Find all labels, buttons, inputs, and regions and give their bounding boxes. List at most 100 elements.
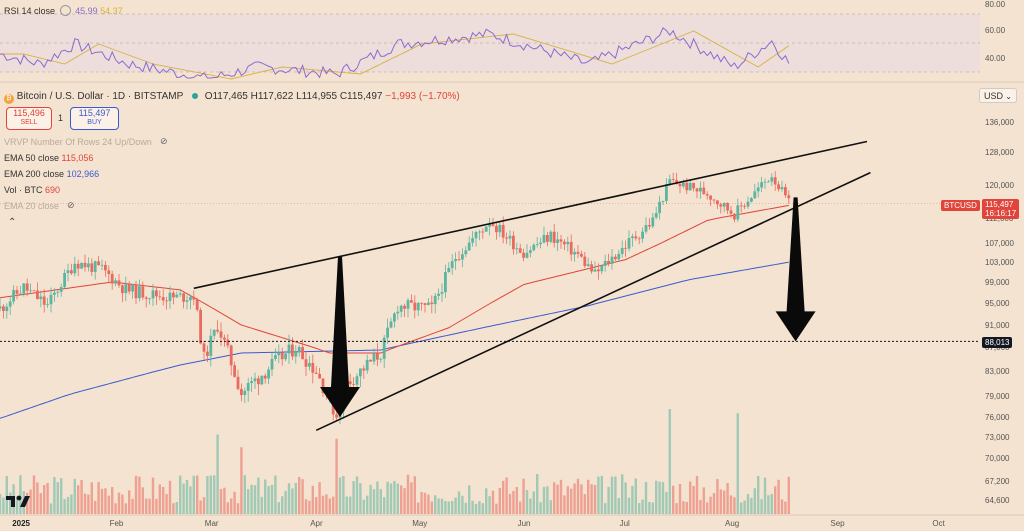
candle-body — [457, 259, 461, 260]
currency-select[interactable]: USD ⌄ — [979, 88, 1017, 103]
candle-body — [773, 177, 777, 185]
volume-bar — [641, 499, 644, 514]
candle-body — [610, 256, 614, 264]
sell-button[interactable]: 115,496 SELL — [6, 107, 52, 130]
candle-body — [495, 225, 498, 233]
candle-body — [386, 327, 389, 338]
volume-bar — [403, 488, 406, 514]
price-tick-label: 103,000 — [985, 258, 1014, 267]
volume-bar — [553, 482, 556, 514]
price-tick-label: 83,000 — [985, 367, 1010, 376]
volume-bar — [56, 482, 59, 514]
volume-bar — [655, 480, 658, 514]
candle-body — [382, 337, 386, 359]
volume-bar — [383, 497, 386, 514]
volume-bar — [179, 475, 182, 514]
volume-bar — [406, 474, 410, 514]
candle-body — [42, 296, 46, 305]
volume-bar — [777, 479, 780, 514]
candle-body — [590, 264, 593, 272]
volume-bar — [372, 489, 376, 514]
collapse-legend-icon[interactable]: ⌃ — [8, 217, 17, 228]
volume-bar — [97, 482, 100, 514]
volume-bar — [345, 496, 348, 514]
buy-button[interactable]: 115,497 BUY — [70, 107, 119, 130]
candle-body — [760, 182, 763, 188]
volume-bar — [573, 483, 576, 514]
volume-bar — [464, 502, 467, 514]
eye-icon[interactable] — [59, 5, 71, 16]
volume-bar — [661, 481, 665, 514]
candle-body — [297, 346, 301, 353]
candle-body — [104, 264, 107, 271]
wedge-upper-trendline — [193, 140, 868, 290]
candle-body — [461, 254, 464, 260]
candle-body — [518, 248, 522, 253]
time-tick-label: Sep — [830, 519, 845, 528]
ema20-hidden-icon[interactable]: ⊘ — [67, 200, 75, 210]
candle-body — [733, 213, 736, 220]
candle-body — [19, 293, 22, 295]
candle-body — [671, 179, 675, 181]
volume-bar — [525, 490, 529, 514]
volume-bar — [70, 494, 73, 514]
candle-body — [423, 303, 427, 306]
volume-bar — [532, 491, 535, 514]
volume-bar — [546, 486, 549, 514]
volume-bar — [165, 494, 168, 514]
candle-body — [246, 383, 250, 391]
candle-body — [688, 182, 692, 191]
candle-body — [478, 231, 481, 233]
volume-bar — [247, 489, 250, 514]
candle-body — [185, 300, 189, 302]
ema20-legend: EMA 20 close — [4, 201, 59, 211]
candle-body — [389, 321, 393, 328]
volume-bar — [400, 485, 403, 514]
candle-body — [403, 305, 406, 309]
volume-bar — [417, 502, 420, 514]
candle-body — [685, 182, 689, 191]
tradingview-logo — [6, 494, 30, 508]
candle-body — [756, 187, 760, 192]
vrvp-visibility-icon[interactable]: ⊘ — [160, 136, 168, 146]
symbol-title: Bitcoin / U.S. Dollar · 1D · BITSTAMP — [16, 91, 184, 102]
volume-bar — [634, 478, 637, 514]
candle-body — [427, 302, 430, 306]
volume-bar — [240, 447, 243, 514]
volume-bar — [338, 477, 342, 514]
volume-bar — [168, 480, 172, 514]
volume-bar — [726, 483, 729, 514]
volume-bar — [260, 496, 263, 514]
volume-bar — [155, 498, 158, 514]
volume-bar — [576, 478, 580, 514]
candle-body — [705, 194, 709, 196]
time-tick-label: Jul — [620, 519, 630, 528]
volume-bar — [328, 498, 331, 514]
volume-bar — [723, 490, 726, 514]
candle-body — [682, 182, 685, 187]
candle-body — [719, 204, 723, 207]
volume-bar — [587, 479, 590, 514]
price-tick-label: 107,000 — [985, 239, 1014, 248]
volume-bar — [342, 475, 345, 514]
bearish-arrow-1 — [320, 256, 360, 417]
rsi-tick-label: 80.00 — [985, 0, 1006, 9]
price-tick-label: 76,000 — [985, 413, 1010, 422]
candle-body — [644, 225, 648, 232]
candle-body — [498, 224, 502, 233]
candle-body — [49, 294, 53, 305]
candle-body — [542, 235, 546, 243]
candle-body — [637, 238, 641, 240]
candle-body — [532, 244, 536, 251]
candle-body — [131, 284, 134, 292]
volume-bar — [294, 482, 297, 514]
candle-body — [641, 231, 644, 239]
candle-body — [114, 280, 117, 284]
volume-bar — [128, 490, 131, 514]
volume-bar — [706, 502, 709, 514]
ema200-legend: EMA 200 close 102,966 — [4, 169, 99, 179]
spread-value: 1 — [58, 113, 64, 123]
candle-body — [648, 225, 651, 227]
volume-bar — [253, 485, 257, 514]
